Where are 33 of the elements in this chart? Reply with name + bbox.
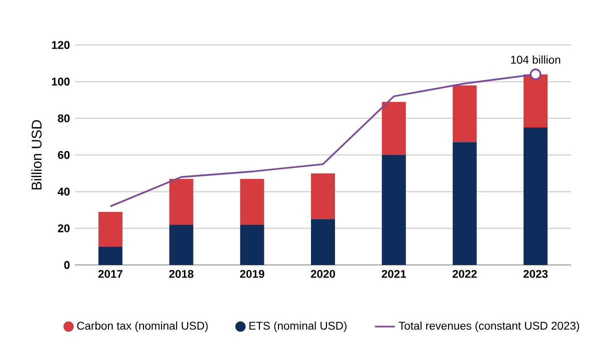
y-tick-label: 0 [64, 261, 70, 269]
bar [169, 224, 194, 265]
bar [98, 246, 122, 265]
bar [452, 142, 477, 265]
bar [452, 85, 477, 142]
bar [169, 178, 194, 225]
y-axis-title: Billion USD [31, 120, 42, 190]
legend-label: Total revenues (constant USD 2023) [398, 321, 580, 332]
bar [240, 178, 264, 225]
bar [311, 173, 335, 220]
y-tick-label: 40 [58, 188, 70, 196]
annotation: 104 billion [511, 55, 560, 64]
x-tick-label: 2017 [98, 270, 122, 278]
x-tick-label: 2020 [310, 270, 336, 278]
y-tick-label: 20 [58, 224, 70, 232]
bar [311, 219, 335, 265]
x-tick-label: 2021 [382, 270, 406, 278]
bar [524, 127, 548, 265]
bar [98, 212, 122, 247]
x-tick-label: 2023 [523, 270, 548, 278]
x-tick-label: 2022 [452, 270, 477, 278]
y-tick-label: 80 [58, 114, 70, 122]
y-tick-label: 100 [52, 78, 70, 86]
x-tick-label: 2018 [169, 270, 194, 278]
y-tick-label: 120 [52, 41, 70, 49]
legend-label: ETS (nominal USD) [249, 321, 346, 332]
x-tick-label: 2019 [240, 270, 264, 278]
y-tick-label: 60 [58, 151, 70, 159]
bar [382, 154, 406, 265]
bar [524, 74, 548, 128]
legend-label: Carbon tax (nominal USD) [77, 321, 208, 332]
bar [240, 224, 264, 265]
bar [382, 102, 406, 155]
